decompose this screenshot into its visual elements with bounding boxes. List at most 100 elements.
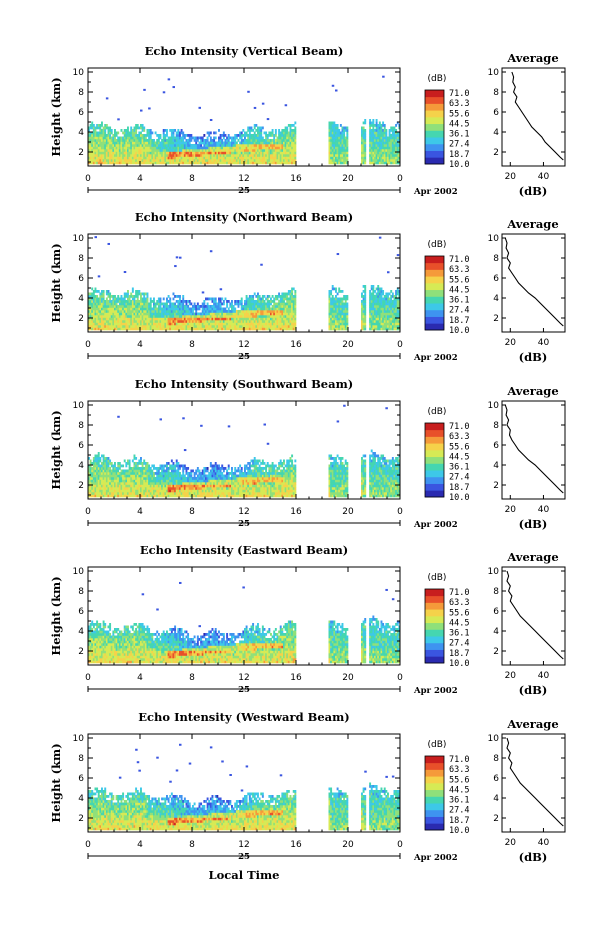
echo-cell (179, 156, 181, 160)
echo-cell (222, 302, 225, 306)
echo-cell (265, 307, 268, 311)
echo-cell (169, 161, 172, 165)
echo-cell (123, 310, 126, 313)
echo-cell (261, 151, 264, 155)
echo-cell (211, 317, 214, 321)
echo-cell (88, 159, 90, 162)
echo-cell (91, 292, 94, 296)
echo-cell (209, 139, 212, 142)
echo-cell (224, 307, 227, 311)
echo-cell (227, 315, 230, 318)
echo-cell (396, 312, 399, 316)
echo-cell (261, 154, 264, 157)
echo-cell (127, 149, 129, 152)
echo-cell (343, 159, 346, 162)
echo-cell (283, 300, 285, 303)
echo-cell (112, 139, 115, 142)
echo-cell (361, 312, 363, 316)
echo-cell (289, 139, 292, 142)
echo-cell (187, 307, 190, 311)
echo-cell (385, 315, 388, 318)
echo-cell (278, 149, 281, 152)
echo-cell (133, 156, 136, 160)
echo-cell (110, 469, 113, 473)
echo-cell (396, 134, 399, 137)
echo-cell (104, 320, 107, 323)
echo-cell (91, 484, 94, 488)
echo-cell (208, 161, 211, 165)
echo-cell (279, 144, 282, 147)
echo-cell (154, 307, 157, 311)
echo-cell (393, 134, 396, 137)
echo-cell (263, 325, 266, 328)
colorbar-band (425, 137, 444, 145)
echo-cell (133, 139, 136, 142)
echo-cell (377, 124, 380, 127)
echo-cell (112, 322, 115, 326)
echo-cell (146, 307, 149, 311)
echo-cell (125, 139, 128, 142)
colorbar-band (425, 262, 444, 270)
echo-cell (372, 161, 375, 165)
echo-cell (203, 307, 206, 311)
echo-cell (88, 305, 90, 308)
echo-cell (240, 315, 243, 318)
echo-cell (218, 141, 220, 145)
echo-cell (221, 320, 224, 323)
echo-cell (279, 322, 282, 326)
echo-cell (97, 136, 100, 140)
echo-cell (219, 149, 222, 152)
echo-cell (140, 310, 142, 313)
echo-cell (170, 149, 173, 152)
echo-cell (278, 292, 281, 296)
echo-cell (221, 144, 224, 147)
echo-cell (330, 300, 333, 303)
echo-cell (383, 144, 386, 147)
echo-cell (284, 295, 287, 298)
echo-cell (292, 136, 295, 140)
echo-cell (341, 149, 344, 152)
echo-cell (159, 325, 162, 328)
echo-cell (114, 482, 116, 485)
echo-cell (294, 320, 297, 323)
echo-cell (393, 317, 396, 321)
echo-cell (218, 317, 220, 321)
echo-cell (245, 144, 248, 147)
echo-cell (294, 121, 297, 125)
echo-cell (128, 315, 131, 318)
echo-cell (370, 141, 373, 145)
echo-cell (188, 302, 191, 306)
echo-cell (156, 159, 159, 162)
echo-cell (221, 141, 224, 145)
echo-cell (338, 159, 341, 162)
echo-cell (253, 312, 256, 316)
echo-cell (343, 322, 346, 326)
echo-cell (118, 297, 121, 301)
echo-cell (167, 144, 170, 147)
echo-cell (289, 315, 292, 318)
echo-speck (143, 88, 146, 91)
echo-cell (209, 322, 212, 326)
echo-cell (174, 161, 177, 165)
echo-cell (216, 154, 219, 157)
echo-cell (144, 159, 147, 162)
echo-speck (396, 254, 400, 257)
echo-cell (278, 325, 281, 328)
echo-cell (109, 467, 112, 470)
echo-cell (222, 134, 225, 137)
echo-cell (172, 139, 175, 142)
echo-cell (117, 136, 120, 140)
echo-cell (110, 156, 113, 160)
x-tick-label: 4 (137, 174, 143, 184)
echo-cell (114, 302, 116, 306)
echo-cell (257, 310, 259, 313)
echo-cell (294, 325, 297, 328)
echo-cell (140, 136, 142, 140)
echo-cell (361, 320, 363, 323)
echo-cell (179, 154, 181, 157)
echo-cell (112, 146, 115, 150)
echo-cell (170, 317, 173, 321)
echo-cell (224, 139, 227, 142)
heatmap (88, 75, 401, 165)
echo-cell (208, 134, 211, 137)
